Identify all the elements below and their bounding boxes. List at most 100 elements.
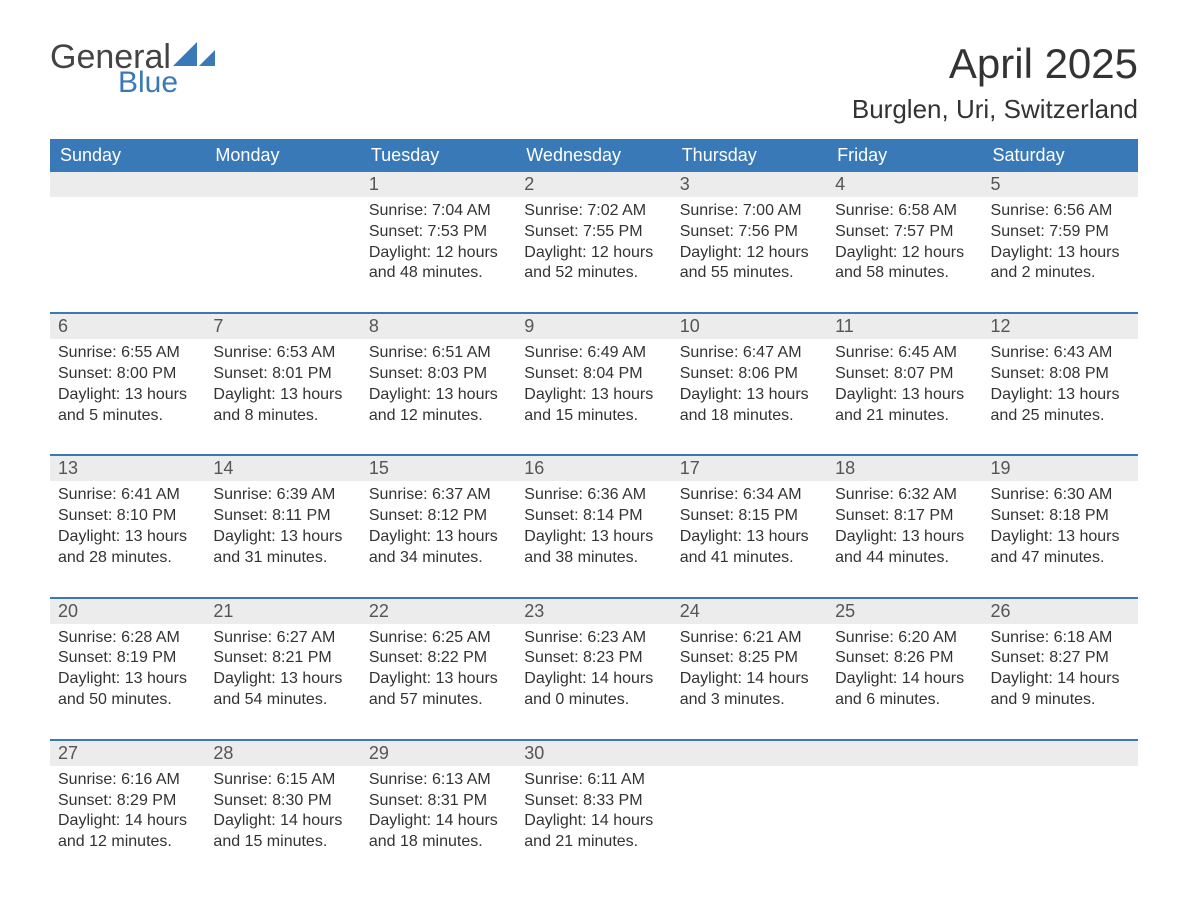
calendar-cell: 17Sunrise: 6:34 AMSunset: 8:15 PMDayligh… [672, 455, 827, 597]
calendar-cell: 6Sunrise: 6:55 AMSunset: 8:00 PMDaylight… [50, 313, 205, 455]
calendar-cell: 22Sunrise: 6:25 AMSunset: 8:22 PMDayligh… [361, 598, 516, 740]
calendar-cell: 20Sunrise: 6:28 AMSunset: 8:19 PMDayligh… [50, 598, 205, 740]
day-detail-line: Sunset: 8:00 PM [58, 364, 197, 385]
day-detail-line: Sunset: 8:10 PM [58, 506, 197, 527]
day-detail-line: Sunset: 7:59 PM [991, 222, 1130, 243]
day-detail-line: Sunrise: 6:53 AM [213, 343, 352, 364]
day-detail-line: Daylight: 12 hours and 52 minutes. [524, 243, 663, 285]
day-number: 18 [827, 456, 982, 481]
day-number: 2 [516, 172, 671, 197]
day-detail-line: Sunrise: 6:49 AM [524, 343, 663, 364]
calendar-cell: 14Sunrise: 6:39 AMSunset: 8:11 PMDayligh… [205, 455, 360, 597]
day-detail-line: Daylight: 12 hours and 55 minutes. [680, 243, 819, 285]
calendar-cell: 30Sunrise: 6:11 AMSunset: 8:33 PMDayligh… [516, 740, 671, 881]
title-block: April 2025 Burglen, Uri, Switzerland [852, 40, 1138, 125]
day-number: 13 [50, 456, 205, 481]
brand-word-2: Blue [118, 68, 215, 98]
day-detail-line: Daylight: 13 hours and 47 minutes. [991, 527, 1130, 569]
day-details: Sunrise: 6:25 AMSunset: 8:22 PMDaylight:… [361, 624, 516, 739]
day-detail-line: Daylight: 14 hours and 15 minutes. [213, 811, 352, 853]
calendar-cell: 13Sunrise: 6:41 AMSunset: 8:10 PMDayligh… [50, 455, 205, 597]
day-detail-line: Daylight: 13 hours and 12 minutes. [369, 385, 508, 427]
day-number [983, 741, 1138, 766]
calendar-cell: 26Sunrise: 6:18 AMSunset: 8:27 PMDayligh… [983, 598, 1138, 740]
day-detail-line: Sunrise: 6:39 AM [213, 485, 352, 506]
day-detail-line: Sunset: 7:56 PM [680, 222, 819, 243]
calendar-cell [50, 172, 205, 313]
day-detail-line: Sunrise: 6:51 AM [369, 343, 508, 364]
day-detail-line: Sunset: 7:53 PM [369, 222, 508, 243]
day-details: Sunrise: 6:20 AMSunset: 8:26 PMDaylight:… [827, 624, 982, 739]
location-subtitle: Burglen, Uri, Switzerland [852, 94, 1138, 125]
calendar-cell: 11Sunrise: 6:45 AMSunset: 8:07 PMDayligh… [827, 313, 982, 455]
day-number: 11 [827, 314, 982, 339]
day-number: 24 [672, 599, 827, 624]
day-detail-line: Sunset: 7:57 PM [835, 222, 974, 243]
calendar-cell: 4Sunrise: 6:58 AMSunset: 7:57 PMDaylight… [827, 172, 982, 313]
day-detail-line: Sunset: 7:55 PM [524, 222, 663, 243]
day-detail-line: Sunrise: 6:45 AM [835, 343, 974, 364]
calendar-table: SundayMondayTuesdayWednesdayThursdayFrid… [50, 139, 1138, 881]
day-details: Sunrise: 6:47 AMSunset: 8:06 PMDaylight:… [672, 339, 827, 454]
calendar-header-row: SundayMondayTuesdayWednesdayThursdayFrid… [50, 139, 1138, 172]
calendar-cell: 21Sunrise: 6:27 AMSunset: 8:21 PMDayligh… [205, 598, 360, 740]
day-detail-line: Sunrise: 6:16 AM [58, 770, 197, 791]
day-detail-line: Sunrise: 6:11 AM [524, 770, 663, 791]
day-detail-line: Daylight: 14 hours and 6 minutes. [835, 669, 974, 711]
day-detail-line: Sunset: 8:14 PM [524, 506, 663, 527]
day-details: Sunrise: 6:13 AMSunset: 8:31 PMDaylight:… [361, 766, 516, 881]
day-number: 23 [516, 599, 671, 624]
day-detail-line: Sunset: 8:22 PM [369, 648, 508, 669]
brand-logo: General Blue [50, 40, 215, 98]
day-detail-line: Sunset: 8:25 PM [680, 648, 819, 669]
day-number: 17 [672, 456, 827, 481]
day-detail-line: Sunrise: 6:30 AM [991, 485, 1130, 506]
day-number: 22 [361, 599, 516, 624]
calendar-cell: 10Sunrise: 6:47 AMSunset: 8:06 PMDayligh… [672, 313, 827, 455]
day-details: Sunrise: 6:56 AMSunset: 7:59 PMDaylight:… [983, 197, 1138, 312]
calendar-cell: 19Sunrise: 6:30 AMSunset: 8:18 PMDayligh… [983, 455, 1138, 597]
calendar-cell [205, 172, 360, 313]
day-detail-line: Daylight: 12 hours and 48 minutes. [369, 243, 508, 285]
day-detail-line: Daylight: 14 hours and 3 minutes. [680, 669, 819, 711]
calendar-cell: 1Sunrise: 7:04 AMSunset: 7:53 PMDaylight… [361, 172, 516, 313]
day-number: 19 [983, 456, 1138, 481]
calendar-cell: 18Sunrise: 6:32 AMSunset: 8:17 PMDayligh… [827, 455, 982, 597]
calendar-cell: 2Sunrise: 7:02 AMSunset: 7:55 PMDaylight… [516, 172, 671, 313]
day-detail-line: Daylight: 14 hours and 9 minutes. [991, 669, 1130, 711]
calendar-cell: 29Sunrise: 6:13 AMSunset: 8:31 PMDayligh… [361, 740, 516, 881]
day-detail-line: Daylight: 13 hours and 18 minutes. [680, 385, 819, 427]
day-number: 21 [205, 599, 360, 624]
day-detail-line: Sunrise: 6:28 AM [58, 628, 197, 649]
day-detail-line: Daylight: 13 hours and 25 minutes. [991, 385, 1130, 427]
day-details: Sunrise: 7:00 AMSunset: 7:56 PMDaylight:… [672, 197, 827, 312]
calendar-week-row: 6Sunrise: 6:55 AMSunset: 8:00 PMDaylight… [50, 313, 1138, 455]
day-detail-line: Sunrise: 6:27 AM [213, 628, 352, 649]
day-number: 1 [361, 172, 516, 197]
calendar-cell: 25Sunrise: 6:20 AMSunset: 8:26 PMDayligh… [827, 598, 982, 740]
day-number: 28 [205, 741, 360, 766]
calendar-cell: 9Sunrise: 6:49 AMSunset: 8:04 PMDaylight… [516, 313, 671, 455]
day-detail-line: Sunrise: 6:43 AM [991, 343, 1130, 364]
day-detail-line: Sunset: 8:08 PM [991, 364, 1130, 385]
day-number: 10 [672, 314, 827, 339]
day-details: Sunrise: 6:39 AMSunset: 8:11 PMDaylight:… [205, 481, 360, 596]
day-number: 25 [827, 599, 982, 624]
day-number [672, 741, 827, 766]
day-detail-line: Sunrise: 6:36 AM [524, 485, 663, 506]
page-header: General Blue April 2025 Burglen, Uri, Sw… [50, 40, 1138, 125]
day-number: 20 [50, 599, 205, 624]
calendar-cell: 23Sunrise: 6:23 AMSunset: 8:23 PMDayligh… [516, 598, 671, 740]
day-number: 29 [361, 741, 516, 766]
day-details [205, 197, 360, 229]
day-details: Sunrise: 6:32 AMSunset: 8:17 PMDaylight:… [827, 481, 982, 596]
day-details: Sunrise: 6:16 AMSunset: 8:29 PMDaylight:… [50, 766, 205, 881]
day-detail-line: Daylight: 13 hours and 38 minutes. [524, 527, 663, 569]
day-detail-line: Sunrise: 6:32 AM [835, 485, 974, 506]
weekday-header: Monday [205, 139, 360, 172]
calendar-cell: 12Sunrise: 6:43 AMSunset: 8:08 PMDayligh… [983, 313, 1138, 455]
calendar-cell: 15Sunrise: 6:37 AMSunset: 8:12 PMDayligh… [361, 455, 516, 597]
day-details: Sunrise: 6:36 AMSunset: 8:14 PMDaylight:… [516, 481, 671, 596]
calendar-week-row: 20Sunrise: 6:28 AMSunset: 8:19 PMDayligh… [50, 598, 1138, 740]
day-details: Sunrise: 6:43 AMSunset: 8:08 PMDaylight:… [983, 339, 1138, 454]
